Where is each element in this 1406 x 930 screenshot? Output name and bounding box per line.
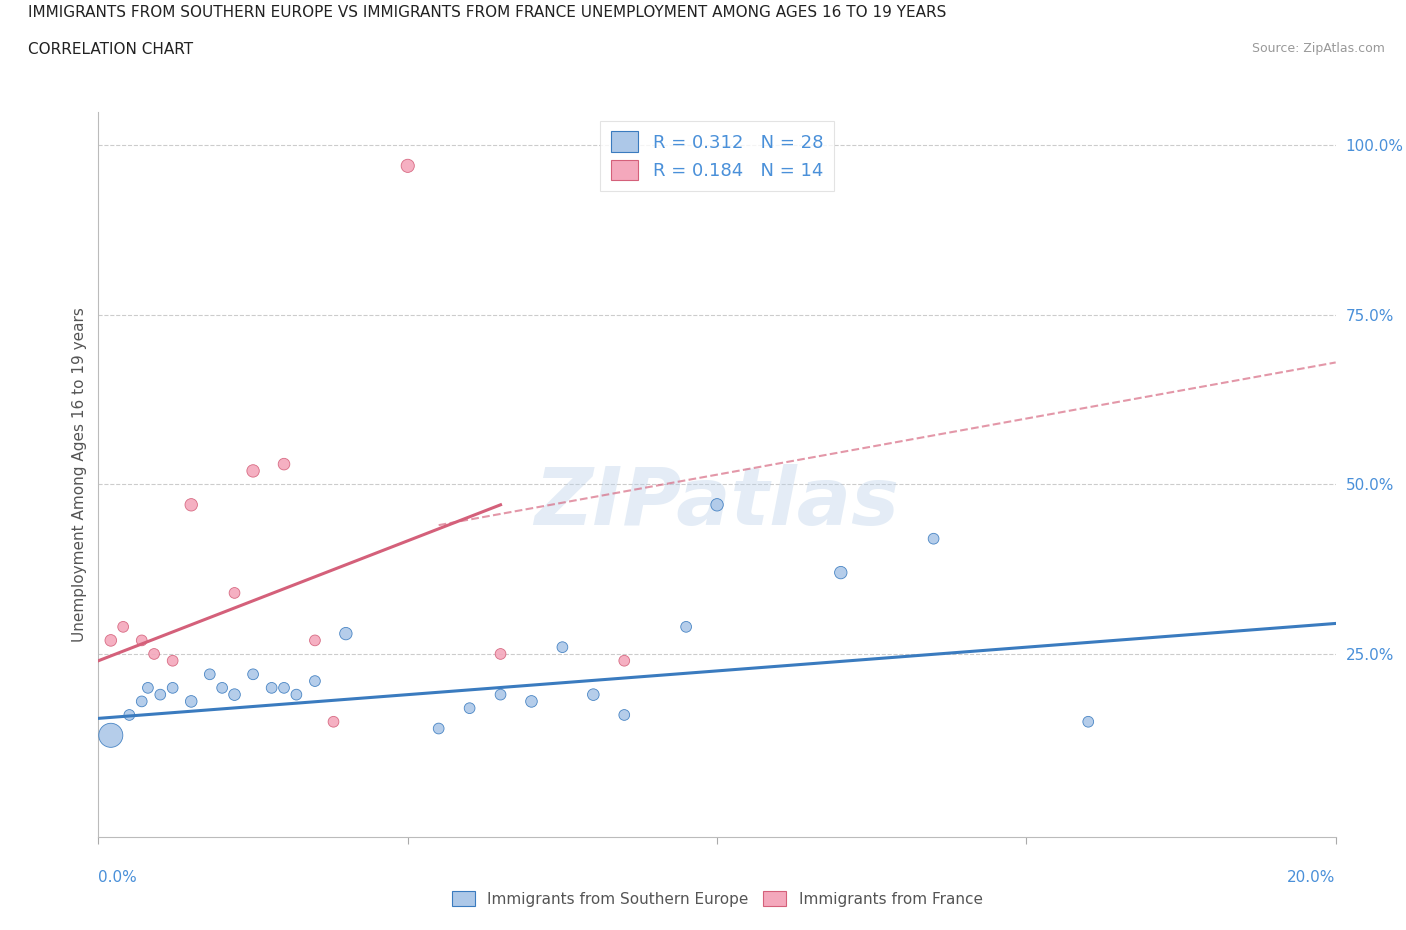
Point (613, 653, 636, 668)
Point (242, 667, 264, 682)
Point (675, 619, 697, 634)
Point (242, 463, 264, 478)
Point (613, 708, 636, 723)
Point (922, 531, 945, 546)
Point (131, 694, 153, 709)
Point (706, 498, 728, 512)
Point (143, 646, 166, 661)
Point (830, 565, 852, 580)
Point (273, 681, 295, 696)
Point (335, 626, 357, 641)
Point (131, 633, 153, 648)
Text: 20.0%: 20.0% (1288, 870, 1336, 884)
Point (304, 673, 326, 688)
Point (1077, 714, 1099, 729)
Point (260, 681, 283, 696)
Point (224, 687, 246, 702)
Legend: Immigrants from Southern Europe, Immigrants from France: Immigrants from Southern Europe, Immigra… (446, 884, 988, 912)
Text: ZIPatlas: ZIPatlas (534, 464, 900, 542)
Point (273, 457, 295, 472)
Point (162, 653, 184, 668)
Point (582, 687, 605, 702)
Y-axis label: Unemployment Among Ages 16 to 19 years: Unemployment Among Ages 16 to 19 years (72, 307, 87, 642)
Point (396, 158, 419, 173)
Point (224, 586, 246, 601)
Point (112, 619, 135, 634)
Point (118, 708, 141, 723)
Point (100, 633, 122, 648)
Point (427, 721, 450, 736)
Text: 0.0%: 0.0% (98, 870, 138, 884)
Point (162, 681, 184, 696)
Text: CORRELATION CHART: CORRELATION CHART (28, 42, 193, 57)
Point (489, 646, 512, 661)
Point (489, 687, 512, 702)
Point (198, 667, 221, 682)
Point (100, 728, 122, 743)
Point (180, 694, 202, 709)
Point (322, 714, 344, 729)
Point (149, 687, 172, 702)
Point (304, 633, 326, 648)
Point (551, 640, 574, 655)
Point (136, 681, 159, 696)
Text: IMMIGRANTS FROM SOUTHERN EUROPE VS IMMIGRANTS FROM FRANCE UNEMPLOYMENT AMONG AGE: IMMIGRANTS FROM SOUTHERN EUROPE VS IMMIG… (28, 5, 946, 20)
Point (458, 700, 481, 715)
Point (180, 498, 202, 512)
Text: Source: ZipAtlas.com: Source: ZipAtlas.com (1251, 42, 1385, 55)
Point (211, 681, 233, 696)
Point (285, 687, 308, 702)
Point (520, 694, 543, 709)
